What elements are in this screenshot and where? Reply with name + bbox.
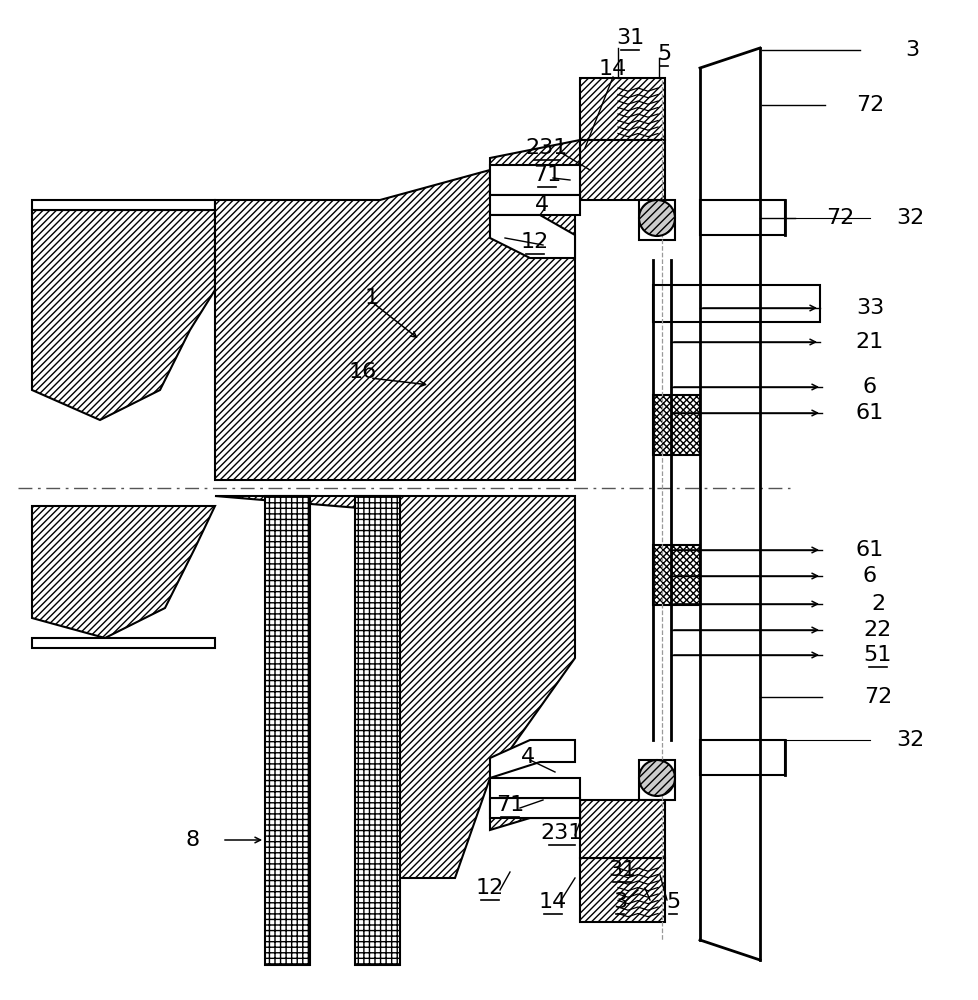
Text: 32: 32 (895, 730, 923, 750)
Text: 3: 3 (904, 40, 918, 60)
Text: 14: 14 (538, 892, 566, 912)
Text: 21: 21 (855, 332, 883, 352)
Text: 71: 71 (532, 165, 560, 185)
Polygon shape (579, 78, 664, 140)
Text: 4: 4 (534, 195, 549, 215)
Text: 14: 14 (599, 59, 627, 79)
Polygon shape (490, 798, 579, 818)
Text: 5: 5 (656, 44, 671, 64)
Circle shape (639, 760, 674, 796)
Text: 1: 1 (365, 288, 378, 308)
Text: 22: 22 (863, 620, 891, 640)
Text: 3: 3 (612, 892, 627, 912)
Polygon shape (579, 800, 664, 858)
Polygon shape (265, 496, 310, 965)
Text: 231: 231 (540, 823, 583, 843)
Polygon shape (579, 858, 664, 922)
Polygon shape (490, 778, 579, 798)
Polygon shape (32, 210, 215, 420)
Text: 16: 16 (348, 362, 377, 382)
Polygon shape (215, 496, 574, 878)
Polygon shape (579, 140, 664, 200)
Polygon shape (699, 200, 784, 235)
Polygon shape (215, 170, 574, 480)
Polygon shape (639, 760, 674, 800)
Polygon shape (490, 165, 579, 195)
Text: 31: 31 (607, 860, 636, 880)
Polygon shape (490, 740, 574, 778)
Polygon shape (32, 638, 215, 648)
Text: 71: 71 (496, 795, 523, 815)
Polygon shape (490, 140, 579, 195)
Polygon shape (699, 740, 784, 775)
Polygon shape (32, 200, 215, 210)
Polygon shape (639, 200, 674, 240)
Text: 5: 5 (665, 892, 680, 912)
Text: 33: 33 (855, 298, 883, 318)
Text: 32: 32 (895, 208, 923, 228)
Circle shape (639, 200, 674, 236)
Text: 72: 72 (863, 687, 891, 707)
Polygon shape (652, 545, 699, 605)
Polygon shape (490, 800, 579, 830)
Text: 2: 2 (870, 594, 884, 614)
Text: 31: 31 (615, 28, 644, 48)
Text: 72: 72 (825, 208, 853, 228)
Text: 6: 6 (862, 377, 876, 397)
Text: 4: 4 (520, 747, 535, 767)
Text: 6: 6 (862, 566, 876, 586)
Polygon shape (652, 395, 699, 455)
Polygon shape (32, 506, 215, 638)
Text: 231: 231 (525, 138, 567, 158)
Text: 72: 72 (855, 95, 883, 115)
Text: 8: 8 (186, 830, 200, 850)
Polygon shape (652, 285, 820, 322)
Text: 61: 61 (855, 403, 883, 423)
Polygon shape (355, 496, 400, 965)
Polygon shape (490, 195, 579, 215)
Text: 61: 61 (855, 540, 883, 560)
Text: 12: 12 (475, 878, 504, 898)
Polygon shape (490, 215, 574, 258)
Text: 12: 12 (520, 232, 549, 252)
Text: 51: 51 (863, 645, 891, 665)
